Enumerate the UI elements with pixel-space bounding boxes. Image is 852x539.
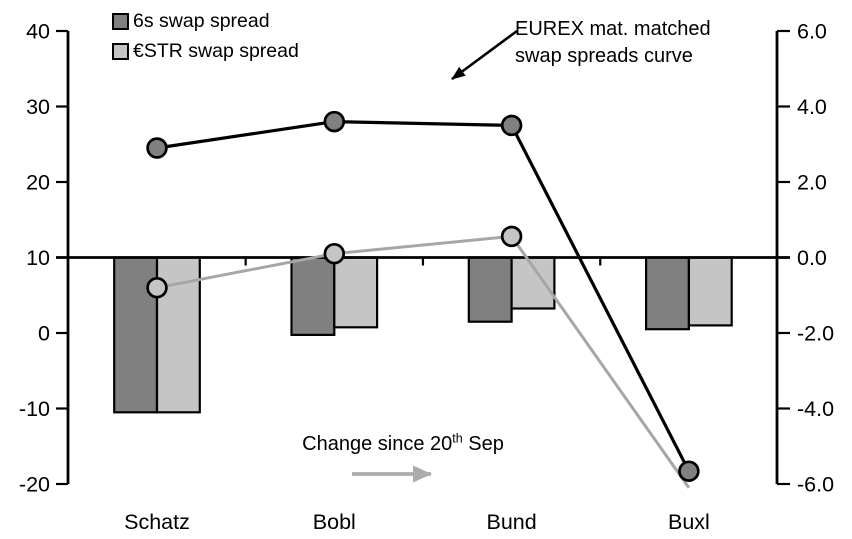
right-axis-tick-label: 0.0 <box>797 246 827 270</box>
legend-label-6s: 6s swap spread <box>133 10 270 32</box>
marker-estr-bund <box>500 225 523 248</box>
left-axis: 40 30 20 10 0 -10 -20 <box>19 20 70 497</box>
x-label-bobl: Bobl <box>313 510 356 534</box>
change-annotation: Change since 20th Sep <box>283 431 523 456</box>
x-label-schatz: Schatz <box>124 510 190 534</box>
change-annotation-prefix: Change since 20 <box>302 433 453 455</box>
left-axis-tick-label: 10 <box>26 246 50 270</box>
right-axis-tick-label: -4.0 <box>797 397 834 421</box>
right-axis-tick-label: -6.0 <box>797 473 834 497</box>
bar-6s-bund <box>467 256 513 323</box>
left-axis-tick-label: 20 <box>26 171 50 195</box>
curve-annotation: EUREX mat. matched swap spreads curve <box>515 16 711 70</box>
bar-6s-bobl <box>290 256 336 337</box>
legend-label-estr: €STR swap spread <box>133 40 299 62</box>
marker-estr-bobl <box>323 242 346 265</box>
marker-6s-bund <box>500 114 523 137</box>
x-axis-ticks <box>244 257 602 266</box>
legend-swatch-estr-icon <box>112 42 129 60</box>
right-axis: 6.0 4.0 2.0 0.0 -2.0 -4.0 -6.0 <box>775 20 834 497</box>
change-annotation-suffix: Sep <box>462 433 504 455</box>
right-axis-tick-label: -2.0 <box>797 322 834 346</box>
x-axis-labels: Schatz Bobl Bund Buxl <box>124 510 710 534</box>
left-axis-tick-label: 40 <box>26 20 50 44</box>
right-axis-tick-label: 2.0 <box>797 171 827 195</box>
line-6s <box>156 119 691 472</box>
change-annotation-sup: th <box>452 431 463 446</box>
right-axis-tick-label: 4.0 <box>797 95 827 119</box>
bar-estr-buxl <box>687 256 733 327</box>
line-estr <box>156 234 691 489</box>
legend-item-estr: €STR swap spread <box>112 40 299 62</box>
left-axis-tick-label: -20 <box>19 473 50 497</box>
right-axis-tick-label: 6.0 <box>797 20 827 44</box>
marker-6s-schatz <box>146 137 168 159</box>
bar-estr-bobl <box>333 256 379 329</box>
left-axis-tick-label: 30 <box>26 95 50 119</box>
legend-item-6s: 6s swap spread <box>112 10 299 32</box>
legend-swatch-6s-icon <box>112 12 129 30</box>
curve-annotation-line1: EUREX mat. matched <box>515 18 711 40</box>
left-axis-tick-label: -10 <box>19 397 50 421</box>
line-group-6s <box>146 110 700 482</box>
marker-6s-buxl <box>678 460 700 482</box>
curve-annotation-arrow-icon <box>451 29 518 81</box>
line-group-estr <box>146 225 691 489</box>
bar-6s-buxl <box>644 256 690 331</box>
marker-6s-bobl <box>323 110 346 133</box>
x-label-bund: Bund <box>486 510 536 534</box>
left-axis-tick-label: 0 <box>38 322 50 346</box>
x-label-buxl: Buxl <box>668 510 710 534</box>
legend: 6s swap spread €STR swap spread <box>112 10 299 62</box>
curve-annotation-line2: swap spreads curve <box>515 45 693 67</box>
marker-estr-schatz <box>146 276 168 299</box>
